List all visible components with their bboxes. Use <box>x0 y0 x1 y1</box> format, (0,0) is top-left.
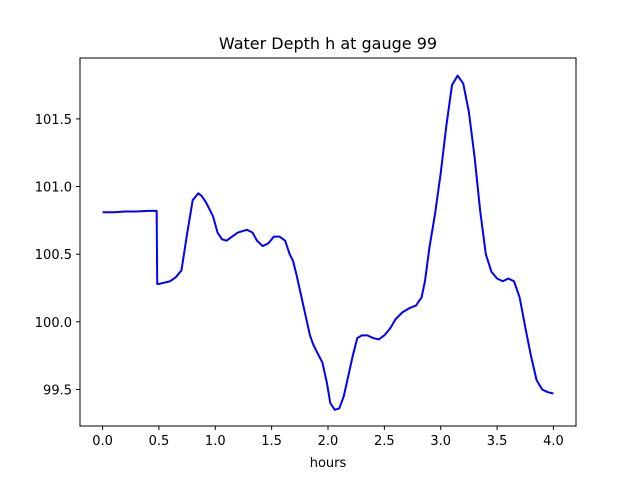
x-tick-label: 2.5 <box>374 434 395 449</box>
plot-area-frame <box>79 57 577 427</box>
x-tick-label: 0.0 <box>92 434 113 449</box>
y-tick-label: 100.0 <box>35 316 72 331</box>
y-tick-label: 101.0 <box>35 181 72 196</box>
series-line-0 <box>102 74 554 411</box>
x-axis-label: hours <box>310 456 347 471</box>
x-tick-label: 3.0 <box>430 434 451 449</box>
x-tick-label: 0.5 <box>149 434 170 449</box>
y-tick-label: 99.5 <box>43 383 72 398</box>
x-tick-label: 1.5 <box>261 434 282 449</box>
chart-title: Water Depth h at gauge 99 <box>219 34 437 53</box>
y-tick-label: 101.5 <box>35 113 72 128</box>
x-tick-label: 2.0 <box>318 434 339 449</box>
x-tick-label: 4.0 <box>543 434 564 449</box>
x-tick-label: 1.0 <box>205 434 226 449</box>
y-tick-label: 100.5 <box>35 248 72 263</box>
x-tick-label: 3.5 <box>487 434 508 449</box>
